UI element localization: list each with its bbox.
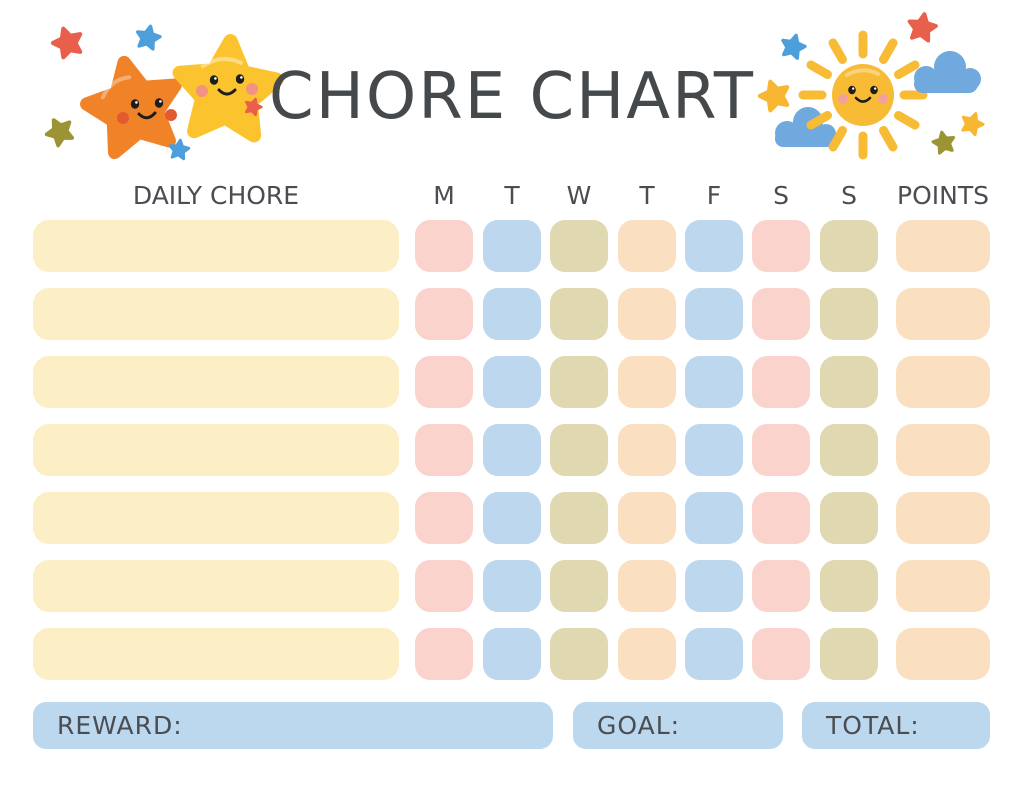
day-cell[interactable] bbox=[415, 288, 473, 340]
day-cell[interactable] bbox=[618, 288, 676, 340]
day-cell[interactable] bbox=[685, 220, 743, 272]
chore-name-field[interactable] bbox=[33, 628, 399, 680]
small-red-star-icon bbox=[904, 9, 940, 44]
orange-star-face bbox=[117, 98, 177, 124]
points-cell[interactable] bbox=[896, 424, 990, 476]
points-cell[interactable] bbox=[896, 356, 990, 408]
total-label: TOTAL: bbox=[826, 711, 920, 740]
reward-label: REWARD: bbox=[57, 711, 183, 740]
day-cell[interactable] bbox=[550, 628, 608, 680]
day-cell[interactable] bbox=[820, 560, 878, 612]
day-cell[interactable] bbox=[550, 492, 608, 544]
yellow-star-icon bbox=[176, 38, 279, 137]
points-cell[interactable] bbox=[896, 492, 990, 544]
day-cell[interactable] bbox=[685, 628, 743, 680]
day-cell[interactable] bbox=[752, 220, 810, 272]
day-cell[interactable] bbox=[550, 356, 608, 408]
day-cell[interactable] bbox=[752, 492, 810, 544]
sun-icon bbox=[798, 30, 928, 160]
day-header: T bbox=[639, 181, 655, 210]
chore-name-field[interactable] bbox=[33, 424, 399, 476]
day-cell[interactable] bbox=[415, 492, 473, 544]
cloud-icon bbox=[914, 51, 981, 93]
goal-field[interactable]: GOAL: bbox=[573, 702, 783, 749]
day-cell[interactable] bbox=[483, 560, 541, 612]
sun-clouds-decoration bbox=[748, 9, 988, 160]
day-cell[interactable] bbox=[415, 560, 473, 612]
day-cell[interactable] bbox=[618, 356, 676, 408]
day-cell[interactable] bbox=[618, 220, 676, 272]
day-cell[interactable] bbox=[685, 492, 743, 544]
day-cell[interactable] bbox=[483, 424, 541, 476]
day-cell[interactable] bbox=[618, 628, 676, 680]
day-cell[interactable] bbox=[415, 356, 473, 408]
day-cell[interactable] bbox=[415, 424, 473, 476]
day-cell[interactable] bbox=[550, 424, 608, 476]
daily-chore-header: DAILY CHORE bbox=[132, 181, 300, 210]
day-header: M bbox=[433, 181, 455, 210]
day-cell[interactable] bbox=[685, 560, 743, 612]
chore-name-field[interactable] bbox=[33, 356, 399, 408]
day-cell[interactable] bbox=[752, 424, 810, 476]
yellow-star-face bbox=[196, 74, 258, 97]
day-cell[interactable] bbox=[550, 220, 608, 272]
reward-field[interactable]: REWARD: bbox=[33, 702, 553, 749]
day-cell[interactable] bbox=[618, 492, 676, 544]
stars-decoration bbox=[40, 22, 290, 176]
day-cell[interactable] bbox=[685, 356, 743, 408]
day-cell[interactable] bbox=[820, 356, 878, 408]
chore-name-field[interactable] bbox=[33, 288, 399, 340]
day-cell[interactable] bbox=[550, 560, 608, 612]
day-header: S bbox=[773, 181, 789, 210]
points-cell[interactable] bbox=[896, 220, 990, 272]
page-title: CHORE CHART bbox=[269, 60, 755, 134]
chore-name-field[interactable] bbox=[33, 492, 399, 544]
small-yellow-star-icon bbox=[757, 77, 793, 112]
chore-name-field[interactable] bbox=[33, 560, 399, 612]
day-cell[interactable] bbox=[483, 628, 541, 680]
orange-star-icon bbox=[80, 53, 186, 156]
day-cell[interactable] bbox=[752, 628, 810, 680]
small-olive-star-icon bbox=[40, 112, 79, 150]
day-cell[interactable] bbox=[483, 356, 541, 408]
small-blue-star-icon bbox=[133, 22, 164, 52]
day-cell[interactable] bbox=[483, 492, 541, 544]
goal-label: GOAL: bbox=[597, 711, 681, 740]
day-cell[interactable] bbox=[618, 424, 676, 476]
day-cell[interactable] bbox=[415, 628, 473, 680]
day-header: F bbox=[706, 181, 722, 210]
day-cell[interactable] bbox=[685, 288, 743, 340]
day-cell[interactable] bbox=[820, 424, 878, 476]
day-cell[interactable] bbox=[415, 220, 473, 272]
points-cell[interactable] bbox=[896, 288, 990, 340]
day-cell[interactable] bbox=[820, 288, 878, 340]
day-header: S bbox=[841, 181, 857, 210]
sun-face bbox=[838, 85, 888, 104]
day-cell[interactable] bbox=[483, 288, 541, 340]
points-header: POINTS bbox=[897, 181, 989, 210]
total-field[interactable]: TOTAL: bbox=[802, 702, 990, 749]
day-cell[interactable] bbox=[820, 220, 878, 272]
chore-name-field[interactable] bbox=[33, 220, 399, 272]
day-cell[interactable] bbox=[820, 492, 878, 544]
day-cell[interactable] bbox=[752, 560, 810, 612]
small-blue-star-icon bbox=[777, 30, 809, 62]
day-cell[interactable] bbox=[483, 220, 541, 272]
small-red-star-icon bbox=[50, 24, 86, 59]
day-header: T bbox=[504, 181, 520, 210]
day-cell[interactable] bbox=[550, 288, 608, 340]
day-cell[interactable] bbox=[618, 560, 676, 612]
small-yellow-star-icon bbox=[957, 108, 988, 138]
small-olive-star-icon bbox=[929, 128, 958, 156]
points-cell[interactable] bbox=[896, 628, 990, 680]
day-cell[interactable] bbox=[685, 424, 743, 476]
day-cell[interactable] bbox=[752, 356, 810, 408]
day-cell[interactable] bbox=[820, 628, 878, 680]
points-cell[interactable] bbox=[896, 560, 990, 612]
day-cell[interactable] bbox=[752, 288, 810, 340]
cloud-icon bbox=[775, 107, 836, 147]
day-header: W bbox=[566, 181, 592, 210]
